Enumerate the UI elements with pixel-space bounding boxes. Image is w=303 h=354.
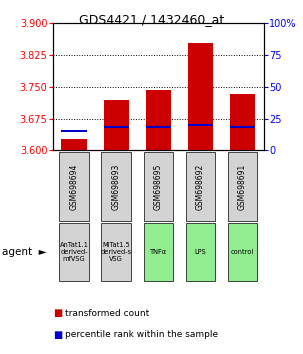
Bar bbox=[228, 223, 257, 281]
Text: LPS: LPS bbox=[195, 249, 206, 255]
Bar bbox=[62, 130, 87, 132]
Bar bbox=[102, 152, 131, 221]
Text: ■: ■ bbox=[53, 330, 62, 339]
Text: GDS4421 / 1432460_at: GDS4421 / 1432460_at bbox=[79, 13, 224, 27]
Bar bbox=[186, 223, 215, 281]
Text: control: control bbox=[231, 249, 254, 255]
Bar bbox=[230, 126, 255, 129]
Text: GSM698694: GSM698694 bbox=[70, 164, 78, 210]
Text: MiTat1.5
derived-s
VSG: MiTat1.5 derived-s VSG bbox=[101, 242, 132, 262]
Bar bbox=[59, 152, 89, 221]
Text: AnTat1.1
derived-
mfVSG: AnTat1.1 derived- mfVSG bbox=[60, 242, 88, 262]
Text: GSM698692: GSM698692 bbox=[196, 164, 205, 210]
Text: TNFα: TNFα bbox=[150, 249, 167, 255]
Bar bbox=[186, 152, 215, 221]
Bar bbox=[146, 90, 171, 150]
Bar bbox=[146, 126, 171, 129]
Text: transformed count: transformed count bbox=[65, 309, 149, 318]
Bar bbox=[104, 126, 129, 129]
Text: GSM698693: GSM698693 bbox=[112, 164, 121, 210]
Bar bbox=[144, 223, 173, 281]
Bar bbox=[62, 138, 87, 150]
Text: percentile rank within the sample: percentile rank within the sample bbox=[65, 330, 218, 339]
Text: GSM698695: GSM698695 bbox=[154, 164, 163, 210]
Bar bbox=[144, 152, 173, 221]
Bar bbox=[102, 223, 131, 281]
Text: agent  ►: agent ► bbox=[2, 247, 46, 257]
Bar bbox=[188, 44, 213, 150]
Text: ■: ■ bbox=[53, 308, 62, 318]
Text: GSM698691: GSM698691 bbox=[238, 164, 247, 210]
Bar bbox=[228, 152, 257, 221]
Bar bbox=[230, 94, 255, 150]
Bar bbox=[188, 124, 213, 126]
Bar bbox=[104, 100, 129, 150]
Bar bbox=[59, 223, 89, 281]
